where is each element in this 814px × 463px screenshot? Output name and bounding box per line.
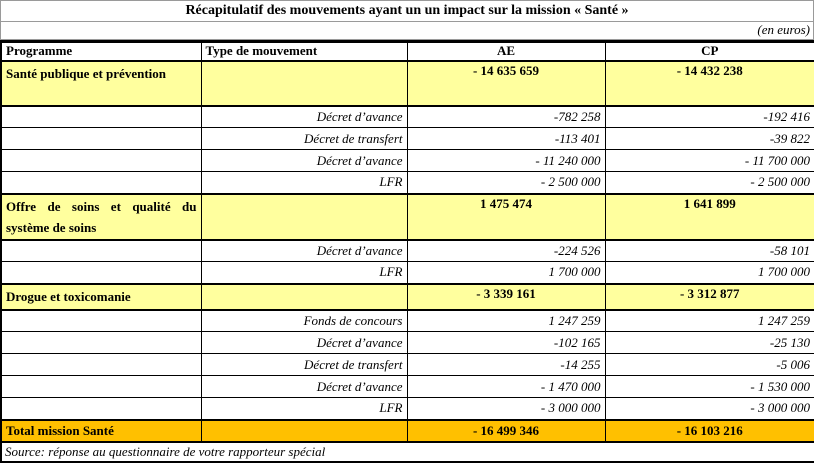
column-header-ae: AE bbox=[406, 40, 606, 62]
programme-cell bbox=[0, 397, 202, 420]
table-header-row: Programme Type de mouvement AE CP bbox=[0, 40, 814, 62]
column-header-programme: Programme bbox=[0, 40, 202, 62]
cp-value-cell: - 14 432 238 bbox=[604, 59, 814, 107]
ae-value-cell: 1 700 000 bbox=[406, 261, 606, 284]
cp-value-cell: - 3 312 877 bbox=[604, 282, 814, 311]
ae-value-cell: 1 475 474 bbox=[406, 192, 606, 241]
column-header-cp: CP bbox=[604, 40, 814, 62]
programme-cell bbox=[0, 375, 202, 398]
cp-value-cell: 1 247 259 bbox=[604, 309, 814, 332]
programme-cell bbox=[0, 105, 202, 128]
movement-type-cell: Décret d’avance bbox=[200, 239, 408, 262]
movement-type-cell bbox=[200, 418, 408, 443]
programme-cell bbox=[0, 331, 202, 354]
ae-value-cell: - 1 470 000 bbox=[406, 375, 606, 398]
movement-type-cell: Décret d’avance bbox=[200, 375, 408, 398]
movement-detail-row: LFR - 2 500 000 - 2 500 000 bbox=[0, 171, 814, 194]
ae-value-cell: - 2 500 000 bbox=[406, 171, 606, 194]
programme-cell bbox=[0, 261, 202, 284]
cp-value-cell: -5 006 bbox=[604, 353, 814, 376]
total-label-cell: Total mission Santé bbox=[0, 418, 202, 443]
total-row: Total mission Santé - 16 499 346 - 16 10… bbox=[0, 418, 814, 443]
cp-value-cell: -58 101 bbox=[604, 239, 814, 262]
unit-note: (en euros) bbox=[0, 22, 814, 40]
movement-detail-row: LFR 1 700 000 1 700 000 bbox=[0, 261, 814, 284]
cp-value-cell: - 2 500 000 bbox=[604, 171, 814, 194]
ae-value-cell: - 3 339 161 bbox=[406, 282, 606, 311]
movement-detail-row: Décret d’avance -782 258 -192 416 bbox=[0, 105, 814, 128]
ae-value-cell: -782 258 bbox=[406, 105, 606, 128]
ae-value-cell: -102 165 bbox=[406, 331, 606, 354]
cp-value-cell: - 3 000 000 bbox=[604, 397, 814, 420]
program-summary-row: Drogue et toxicomanie - 3 339 161 - 3 31… bbox=[0, 282, 814, 311]
movement-type-cell: Décret d’avance bbox=[200, 331, 408, 354]
movement-type-cell: Décret de transfert bbox=[200, 353, 408, 376]
movement-type-cell: LFR bbox=[200, 261, 408, 284]
movement-type-cell: LFR bbox=[200, 397, 408, 420]
column-header-type: Type de mouvement bbox=[200, 40, 408, 62]
movement-detail-row: Décret d’avance - 11 240 000 - 11 700 00… bbox=[0, 149, 814, 172]
mouvements-table: Programme Type de mouvement AE CP Santé … bbox=[0, 40, 814, 463]
movement-type-cell bbox=[200, 282, 408, 311]
program-summary-row: Santé publique et prévention - 14 635 65… bbox=[0, 59, 814, 107]
programme-cell bbox=[0, 239, 202, 262]
programme-cell bbox=[0, 127, 202, 150]
movement-detail-row: Décret de transfert -113 401 -39 822 bbox=[0, 127, 814, 150]
movement-type-cell bbox=[200, 59, 408, 107]
programme-cell bbox=[0, 353, 202, 376]
cp-value-cell: 1 641 899 bbox=[604, 192, 814, 241]
movement-detail-row: Décret d’avance - 1 470 000 - 1 530 000 bbox=[0, 375, 814, 398]
source-note: Source: réponse au questionnaire de votr… bbox=[0, 441, 814, 463]
ae-value-cell: -14 255 bbox=[406, 353, 606, 376]
programme-cell: Santé publique et prévention bbox=[0, 59, 202, 107]
movement-type-cell: LFR bbox=[200, 171, 408, 194]
programme-cell: Offre de soins et qualité du système de … bbox=[0, 192, 202, 241]
cp-value-cell: - 1 530 000 bbox=[604, 375, 814, 398]
ae-value-cell: -224 526 bbox=[406, 239, 606, 262]
program-summary-row: Offre de soins et qualité du système de … bbox=[0, 192, 814, 241]
movement-type-cell: Fonds de concours bbox=[200, 309, 408, 332]
movement-detail-row: Fonds de concours 1 247 259 1 247 259 bbox=[0, 309, 814, 332]
movement-type-cell: Décret de transfert bbox=[200, 127, 408, 150]
cp-value-cell: - 11 700 000 bbox=[604, 149, 814, 172]
programme-cell: Drogue et toxicomanie bbox=[0, 282, 202, 311]
movement-type-cell bbox=[200, 192, 408, 241]
movement-type-cell: Décret d’avance bbox=[200, 105, 408, 128]
cp-value-cell: -192 416 bbox=[604, 105, 814, 128]
ae-value-cell: - 14 635 659 bbox=[406, 59, 606, 107]
programme-cell bbox=[0, 149, 202, 172]
programme-cell bbox=[0, 309, 202, 332]
cp-total-cell: - 16 103 216 bbox=[604, 418, 814, 443]
table-title: Récapitulatif des mouvements ayant un un… bbox=[0, 0, 814, 22]
movement-detail-row: LFR - 3 000 000 - 3 000 000 bbox=[0, 397, 814, 420]
movement-type-cell: Décret d’avance bbox=[200, 149, 408, 172]
ae-value-cell: 1 247 259 bbox=[406, 309, 606, 332]
source-row: Source: réponse au questionnaire de votr… bbox=[0, 441, 814, 463]
movement-detail-row: Décret d’avance -102 165 -25 130 bbox=[0, 331, 814, 354]
cp-value-cell: -39 822 bbox=[604, 127, 814, 150]
ae-total-cell: - 16 499 346 bbox=[406, 418, 606, 443]
cp-value-cell: 1 700 000 bbox=[604, 261, 814, 284]
cp-value-cell: -25 130 bbox=[604, 331, 814, 354]
movement-detail-row: Décret d’avance -224 526 -58 101 bbox=[0, 239, 814, 262]
programme-cell bbox=[0, 171, 202, 194]
ae-value-cell: - 11 240 000 bbox=[406, 149, 606, 172]
ae-value-cell: -113 401 bbox=[406, 127, 606, 150]
ae-value-cell: - 3 000 000 bbox=[406, 397, 606, 420]
movement-detail-row: Décret de transfert -14 255 -5 006 bbox=[0, 353, 814, 376]
